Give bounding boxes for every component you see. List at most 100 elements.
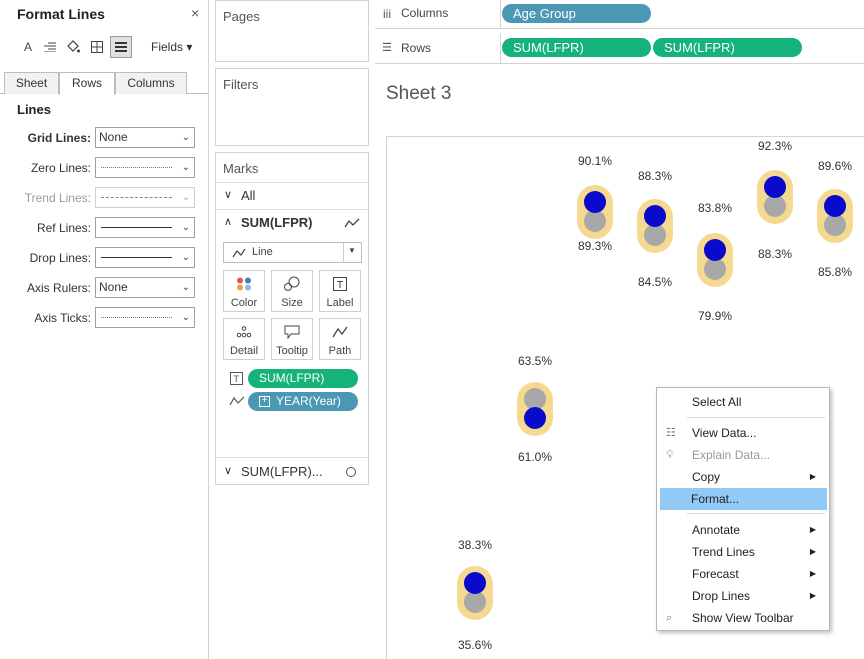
path-icon [229,396,245,406]
tab-sheet[interactable]: Sheet [4,72,59,94]
data-label-bottom: 84.5% [637,275,673,289]
data-point-blue[interactable] [704,239,726,261]
text-icon: T [230,372,243,385]
color-button[interactable]: Color [223,270,265,312]
data-point-capsule[interactable] [577,185,613,239]
data-label-bottom: 35.6% [457,638,493,652]
data-label-top: 83.8% [697,201,733,215]
age-group-pill[interactable]: Age Group [502,4,651,23]
menu-item-format[interactable]: Format... [660,488,827,510]
borders-icon[interactable] [88,38,106,56]
trend-lines-label: Trend Lines: [24,191,91,205]
chevron-down-icon: ⌄ [181,192,190,203]
color-icon [224,276,264,292]
data-point-grey[interactable] [704,258,726,280]
size-button[interactable]: Size [271,270,313,312]
close-icon[interactable]: × [191,5,200,21]
data-point-grey[interactable] [584,210,606,232]
menu-item-view-data[interactable]: ☷ View Data... [658,422,828,444]
grid-lines-dropdown[interactable]: None ⌄ [95,127,195,148]
data-point-grey[interactable] [644,224,666,246]
columns-icon: iii [383,7,391,21]
format-toolbar: A Fields ▾ [0,36,208,60]
lines-icon[interactable] [110,36,132,58]
data-label-bottom: 89.3% [577,239,613,253]
data-point-grey[interactable] [764,195,786,217]
data-label-top: 38.3% [457,538,493,552]
sheet-title: Sheet 3 [386,83,452,104]
zero-lines-dropdown[interactable]: ⌄ [95,157,195,178]
menu-item-annotate[interactable]: Annotate ▶ [658,519,828,541]
pages-card[interactable]: Pages [215,0,369,62]
rows-label: Rows [401,41,432,55]
menu-item-show-view-toolbar[interactable]: ⌕ Show View Toolbar [658,607,828,629]
font-icon[interactable]: A [23,40,32,54]
grid-lines-label: Grid Lines: [27,131,91,145]
menu-item-select-all[interactable]: Select All [692,395,742,409]
marks-title: Marks [223,161,259,176]
label-label: Label [326,297,354,309]
dashed-line-preview [101,197,172,198]
axis-ticks-dropdown[interactable]: ⌄ [95,307,195,328]
shading-icon[interactable] [64,38,82,56]
axis-rulers-dropdown[interactable]: None ⌄ [95,277,195,298]
data-label-top: 89.6% [817,159,853,173]
marks-measure2-row[interactable]: ∨ SUM(LFPR)... [216,457,368,485]
tooltip-button[interactable]: Tooltip [271,318,313,360]
data-point-capsule[interactable] [637,199,673,253]
rows-pill-2[interactable]: SUM(LFPR) [653,38,802,57]
data-point-capsule[interactable] [697,233,733,287]
detail-button[interactable]: Detail [223,318,265,360]
solid-line-preview [101,257,172,258]
format-pane: Format Lines × A Fields ▾ Sheet Rows Col… [0,0,209,659]
mark-type-dropdown[interactable]: Line ▼ [223,242,362,263]
data-point-blue[interactable] [644,205,666,227]
zero-lines-label: Zero Lines: [30,161,91,175]
rows-pill-1[interactable]: SUM(LFPR) [502,38,651,57]
data-point-blue[interactable] [524,407,546,429]
filters-card[interactable]: Filters [215,68,369,146]
data-point-capsule[interactable] [517,382,553,436]
ref-lines-dropdown[interactable]: ⌄ [95,217,195,238]
marks-all-row[interactable]: ∨ All [216,182,368,208]
trend-lines-dropdown: ⌄ [95,187,195,208]
chevron-up-icon: ∧ [224,216,233,228]
dropdown-arrow-icon: ▼ [348,246,356,255]
data-label-top: 88.3% [637,169,673,183]
marks-all-label: All [241,188,256,203]
menu-item-drop-lines[interactable]: Drop Lines ▶ [658,585,828,607]
data-point-blue[interactable] [464,572,486,594]
drop-lines-dropdown[interactable]: ⌄ [95,247,195,268]
data-point-capsule[interactable] [457,566,493,620]
dotted-line-preview [101,167,172,168]
path-button[interactable]: Path [319,318,361,360]
data-point-blue[interactable] [824,195,846,217]
viz-area[interactable] [386,136,864,659]
fields-dropdown[interactable]: Fields ▾ [151,40,193,54]
data-point-grey[interactable] [824,214,846,236]
data-point-capsule[interactable] [757,170,793,224]
label-pill[interactable]: SUM(LFPR) [248,369,358,388]
data-point-blue[interactable] [584,191,606,213]
data-point-blue[interactable] [764,176,786,198]
menu-item-trend-lines[interactable]: Trend Lines ▶ [658,541,828,563]
menu-item-copy[interactable]: Copy ▶ [658,466,828,488]
grid-lines-value: None [99,130,128,144]
rows-shelf[interactable]: ☰ Rows SUM(LFPR) SUM(LFPR) [375,34,864,64]
label-button[interactable]: T Label [319,270,361,312]
data-label-top: 92.3% [757,139,793,153]
tab-columns[interactable]: Columns [115,72,187,94]
data-label-bottom: 79.9% [697,309,733,323]
axis-ticks-label: Axis Ticks: [34,311,91,325]
data-point-capsule[interactable] [817,189,853,243]
chevron-down-icon: ⌄ [181,222,190,233]
alignment-icon[interactable] [41,38,59,56]
path-pill[interactable]: + YEAR(Year) [248,392,358,411]
data-point-grey[interactable] [524,388,546,410]
tab-rows[interactable]: Rows [59,72,115,95]
columns-shelf[interactable]: iii Columns Age Group [375,0,864,29]
columns-label: Columns [401,6,449,20]
menu-item-forecast[interactable]: Forecast ▶ [658,563,828,585]
marks-measure-row[interactable]: ∧ SUM(LFPR) [216,209,368,235]
data-point-grey[interactable] [464,591,486,613]
